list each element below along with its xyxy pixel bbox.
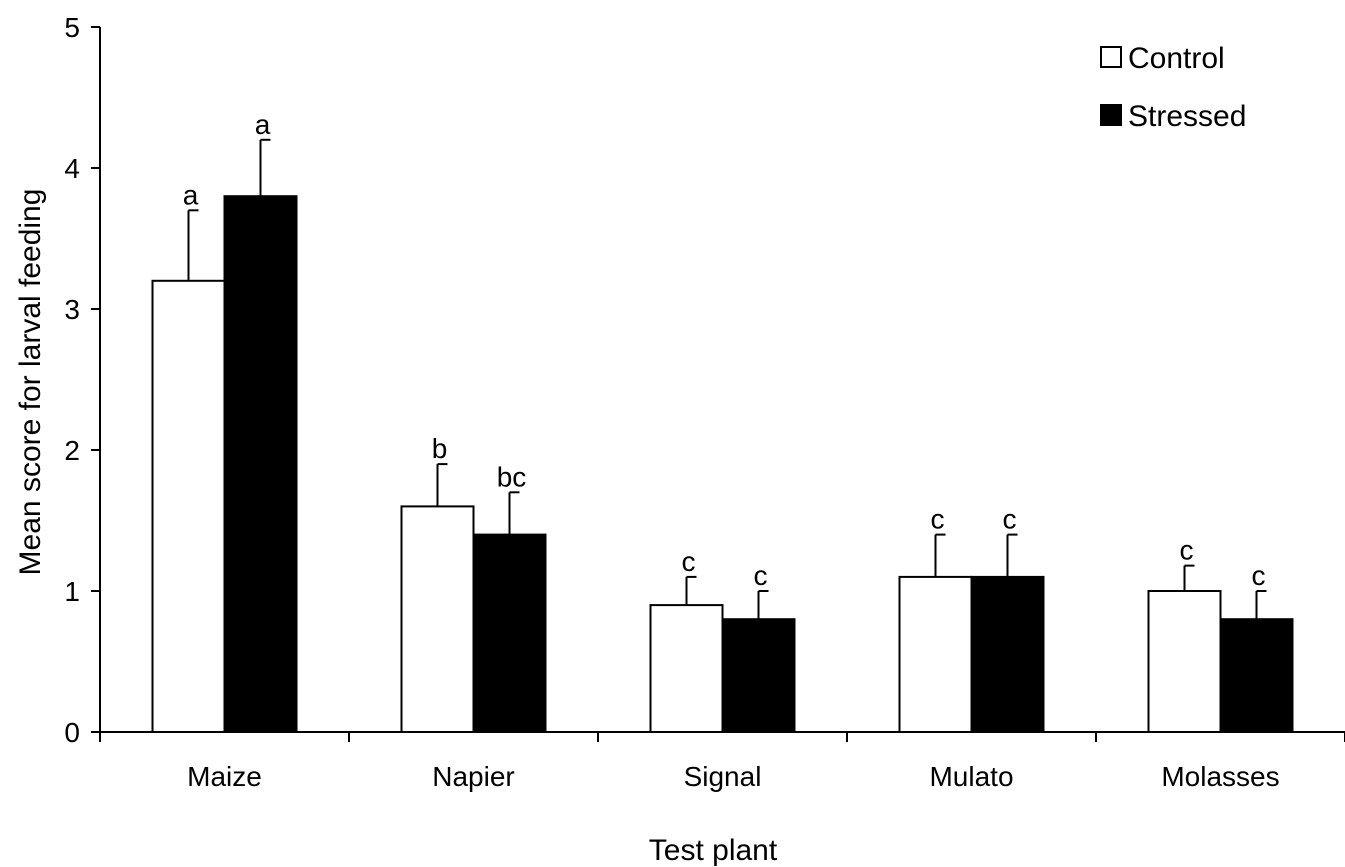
significance-label: c	[754, 560, 768, 591]
bar-stressed	[472, 533, 547, 733]
x-tick-label: Signal	[684, 761, 762, 792]
x-tick-label: Maize	[187, 761, 262, 792]
legend-swatch-stressed	[1100, 104, 1122, 126]
error-bars	[187, 138, 1267, 620]
significance-label: c	[1252, 560, 1266, 591]
bar-control	[400, 505, 475, 733]
y-tick-label: 0	[64, 717, 80, 748]
significance-label: a	[183, 179, 199, 210]
significance-label: b	[432, 433, 448, 464]
bar-stressed	[223, 195, 298, 733]
significance-label: c	[682, 546, 696, 577]
x-axis-title: Test plant	[649, 834, 778, 867]
legend-swatch-control	[1100, 46, 1122, 68]
legend: Control Stressed	[1100, 42, 1246, 133]
significance-label: a	[255, 109, 271, 140]
bar-stressed	[1219, 618, 1294, 734]
y-tick-label: 2	[64, 435, 80, 466]
significance-label: bc	[497, 461, 527, 492]
y-tick-label: 3	[64, 294, 80, 325]
bar-control	[649, 604, 724, 733]
significance-label: c	[1003, 504, 1017, 535]
significance-label: c	[1180, 535, 1194, 566]
bar-control	[1147, 590, 1222, 733]
y-tick-label: 5	[64, 12, 80, 43]
bars	[151, 195, 1294, 734]
significance-label: c	[931, 504, 945, 535]
legend-label-control: Control	[1128, 42, 1225, 75]
x-ticks: Maize Napier Signal Mulato Molasses	[99, 732, 1345, 792]
bar-stressed	[970, 575, 1045, 734]
x-tick-label: Napier	[432, 761, 514, 792]
y-tick-label: 4	[64, 153, 80, 184]
x-tick-label: Mulato	[929, 761, 1013, 792]
bar-stressed	[721, 618, 796, 734]
y-axis-title: Mean score for larval feeding	[14, 189, 47, 576]
y-ticks: 0 1 2 3 4 5	[64, 12, 100, 748]
bar-control	[898, 575, 973, 734]
legend-label-stressed: Stressed	[1128, 100, 1246, 133]
bar-control	[151, 279, 226, 733]
x-tick-label: Molasses	[1161, 761, 1279, 792]
y-tick-label: 1	[64, 576, 80, 607]
